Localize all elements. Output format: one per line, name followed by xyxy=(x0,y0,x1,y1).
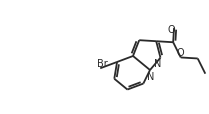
Text: Br: Br xyxy=(97,59,108,69)
Text: O: O xyxy=(177,48,185,58)
Text: N: N xyxy=(147,71,155,81)
Text: N: N xyxy=(154,58,161,68)
Text: O: O xyxy=(167,25,175,35)
